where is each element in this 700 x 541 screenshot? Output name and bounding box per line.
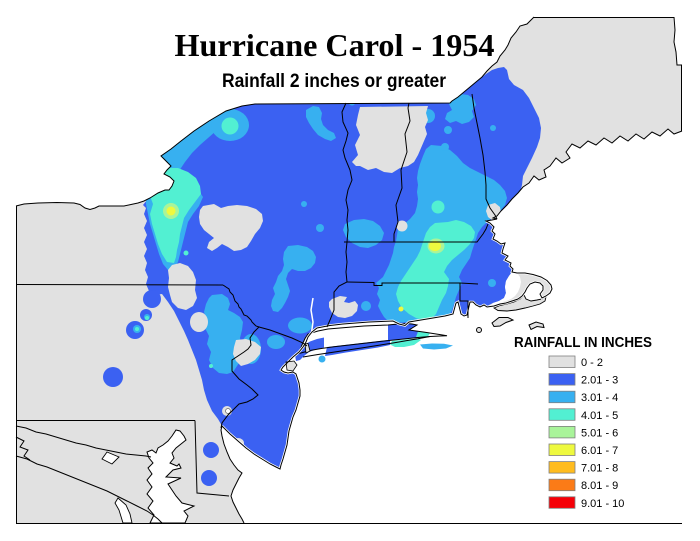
svg-text:4.01 - 5: 4.01 - 5 [581,410,618,422]
svg-text:Hurricane Carol - 1954: Hurricane Carol - 1954 [175,27,495,63]
svg-text:2.01 - 3: 2.01 - 3 [581,375,618,387]
svg-text:8.01 - 9: 8.01 - 9 [581,480,618,492]
svg-text:5.01 - 6: 5.01 - 6 [581,427,618,439]
svg-text:7.01 - 8: 7.01 - 8 [581,463,618,475]
svg-text:RAINFALL IN INCHES: RAINFALL IN INCHES [514,335,652,351]
svg-text:6.01 - 7: 6.01 - 7 [581,445,618,457]
svg-text:9.01 - 10: 9.01 - 10 [581,498,624,510]
svg-text:0 - 2: 0 - 2 [581,357,603,369]
svg-text:3.01 - 4: 3.01 - 4 [581,392,618,404]
svg-text:Rainfall 2 inches or greater: Rainfall 2 inches or greater [222,71,447,92]
